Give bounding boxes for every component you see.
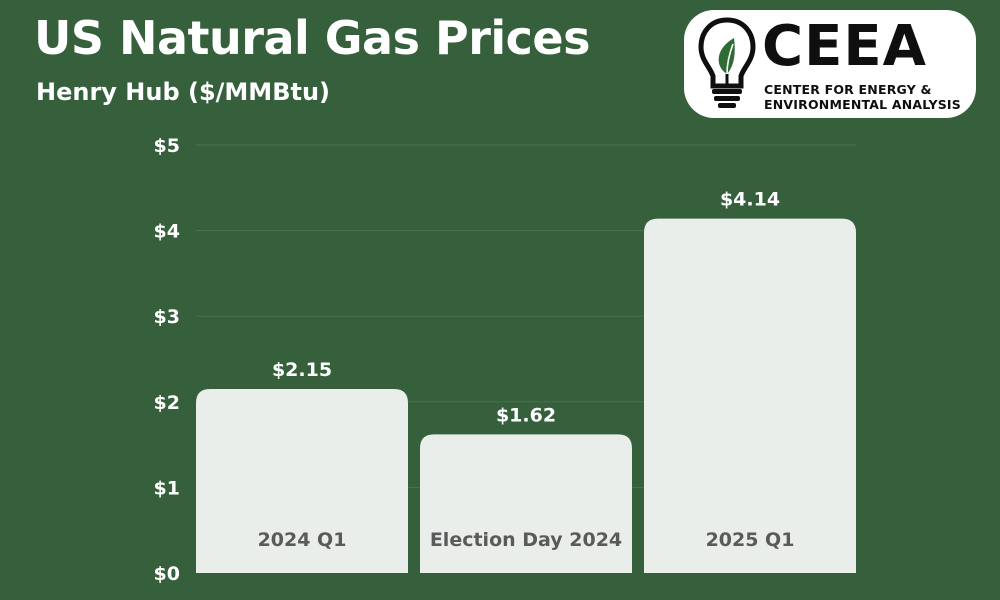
category-label: 2024 Q1 <box>258 529 347 551</box>
bar <box>420 434 632 573</box>
logo-name-line2: ENVIRONMENTAL ANALYSIS <box>764 97 961 112</box>
y-tick-label: $4 <box>154 221 180 243</box>
lightbulb-leaf-icon <box>698 17 756 108</box>
chart-subtitle: Henry Hub ($/MMBtu) <box>36 78 331 106</box>
category-label: 2025 Q1 <box>706 529 795 551</box>
logo-name-line1: CENTER FOR ENERGY & <box>764 82 932 97</box>
y-tick-label: $2 <box>154 392 180 414</box>
logo-acronym: CEEA <box>762 14 927 79</box>
ceea-logo: CEEA CENTER FOR ENERGY & ENVIRONMENTAL A… <box>684 10 976 118</box>
y-tick-label: $5 <box>154 135 180 157</box>
y-tick-label: $0 <box>154 563 180 585</box>
category-label: Election Day 2024 <box>430 529 622 551</box>
data-label: $1.62 <box>496 404 556 426</box>
bar <box>644 218 856 573</box>
bar <box>196 388 408 573</box>
y-tick-label: $1 <box>154 477 180 499</box>
data-label: $2.15 <box>272 359 332 381</box>
chart-title: US Natural Gas Prices <box>34 11 591 65</box>
data-label: $4.14 <box>720 189 780 211</box>
y-tick-label: $3 <box>154 306 180 328</box>
